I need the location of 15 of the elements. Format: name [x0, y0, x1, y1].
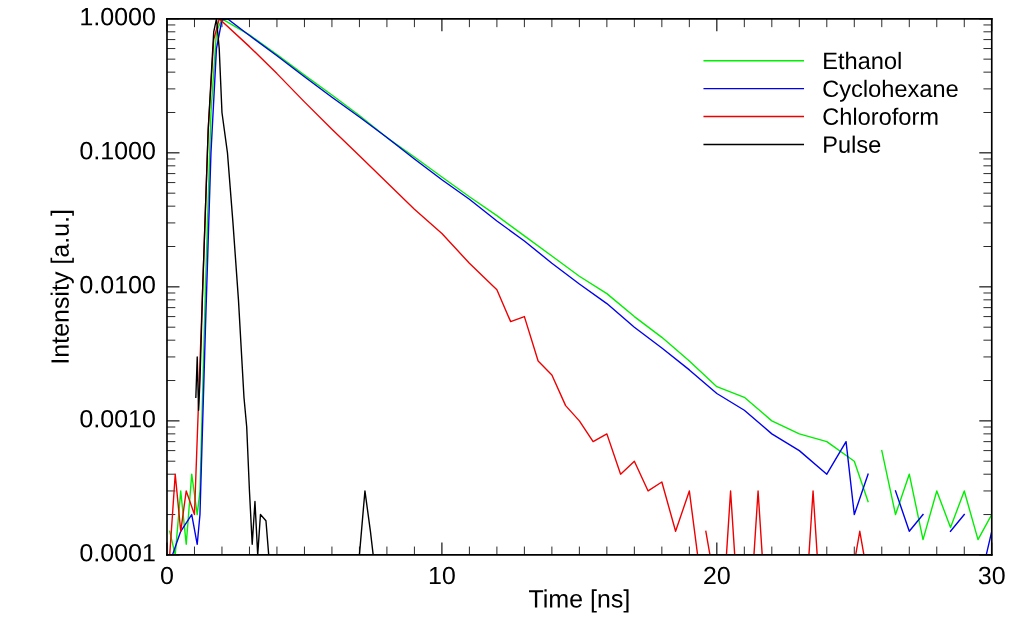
y-tick-label: 0.0010 [80, 409, 155, 428]
y-axis-title: Intensity [a.u.] [50, 210, 74, 363]
x-tick-label: 0 [161, 566, 173, 585]
legend-label: Cyclohexane [823, 79, 958, 102]
y-tick-label: 1.0000 [81, 7, 155, 26]
x-tick-label: 20 [704, 566, 730, 585]
y-tick-label: 0.0001 [80, 543, 155, 562]
legend-label: Chloroform [823, 107, 938, 126]
legend-label: Ethanol [824, 51, 901, 70]
legend-label: Pulse [824, 135, 881, 153]
y-tick-label: 0.0100 [80, 275, 155, 294]
y-tick-label: 0.1000 [80, 141, 155, 160]
x-axis-title: Time [ns] [529, 589, 629, 613]
x-tick-label: 30 [978, 566, 1005, 585]
x-tick-label: 10 [429, 566, 455, 585]
